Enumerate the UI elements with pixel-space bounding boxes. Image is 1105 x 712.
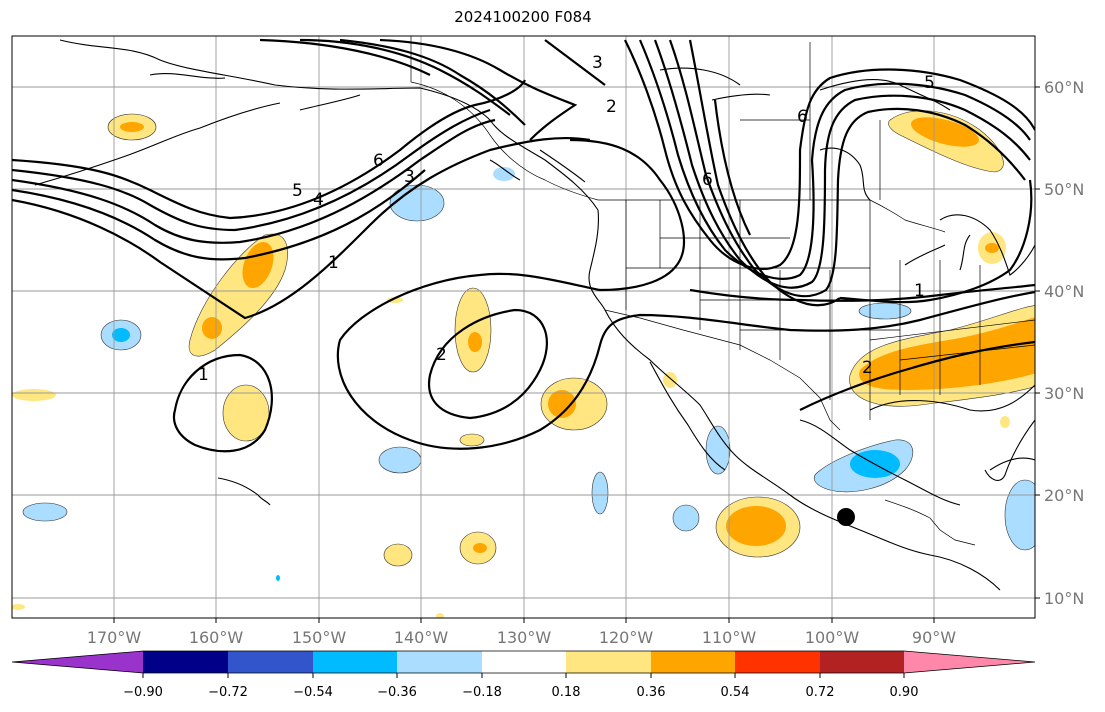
colorbar-label: −0.54 xyxy=(293,685,333,700)
positive-anomaly-shading xyxy=(12,110,1035,618)
contour-label: 2 xyxy=(436,345,447,365)
lat-label: 20°N xyxy=(1044,486,1084,505)
contour-label: 3 xyxy=(592,53,603,73)
colorbar-label: −0.36 xyxy=(377,685,417,700)
lon-label: 150°W xyxy=(292,628,347,647)
lat-label: 60°N xyxy=(1044,78,1084,97)
lon-label: 140°W xyxy=(394,628,449,647)
colorbar-extend-high xyxy=(904,651,1035,673)
height-contours xyxy=(12,38,1035,453)
colorbar-segment xyxy=(397,651,482,673)
contour-label: 5 xyxy=(924,73,935,93)
colorbar-segment xyxy=(820,651,904,673)
contour-value-labels: 3 2 6 5 4 3 6 1 1 2 2 6 5 1 xyxy=(198,53,935,385)
longitude-labels: 170°W 160°W 150°W 140°W 130°W 120°W 110°… xyxy=(87,628,956,647)
lon-label: 160°W xyxy=(189,628,244,647)
contour-label: 5 xyxy=(292,181,303,201)
lat-label: 30°N xyxy=(1044,384,1084,403)
colorbar-label: 0.72 xyxy=(806,685,835,700)
lat-label: 40°N xyxy=(1044,282,1084,301)
colorbar-label: −0.18 xyxy=(462,685,502,700)
colorbar-label: −0.72 xyxy=(208,685,248,700)
lat-label: 10°N xyxy=(1044,589,1084,608)
contour-label: 2 xyxy=(862,358,873,378)
lon-label: 110°W xyxy=(702,628,757,647)
lon-label: 120°W xyxy=(599,628,654,647)
contour-label: 6 xyxy=(373,151,384,171)
contour-label: 1 xyxy=(198,365,209,385)
colorbar-label: 0.90 xyxy=(890,685,919,700)
colorbar-segment xyxy=(651,651,735,673)
contour-label: 6 xyxy=(797,107,808,127)
colorbar-segment xyxy=(566,651,651,673)
colorbar-label: 0.54 xyxy=(721,685,750,700)
colorbar-segment xyxy=(228,651,313,673)
latitude-labels: 60°N 50°N 40°N 30°N 20°N 10°N xyxy=(1044,78,1084,608)
negative-anomaly-shading xyxy=(22,167,1035,581)
colorbar-segment xyxy=(313,651,397,673)
contour-label: 1 xyxy=(914,281,925,301)
colorbar-label: −0.90 xyxy=(123,685,163,700)
lon-label: 90°W xyxy=(912,628,956,647)
colorbar-segment xyxy=(735,651,820,673)
colorbar-extend-low xyxy=(12,651,143,673)
lat-label: 50°N xyxy=(1044,180,1084,199)
map-background xyxy=(12,36,1035,618)
contour-label: 3 xyxy=(404,167,415,187)
contour-label: 6 xyxy=(702,170,713,190)
contour-label: 1 xyxy=(328,253,339,273)
lon-label: 130°W xyxy=(497,628,552,647)
colorbar-segment xyxy=(482,651,566,673)
lon-label: 170°W xyxy=(87,628,142,647)
coastlines xyxy=(34,39,1035,591)
colorbar: −0.90 −0.72 −0.54 −0.36 −0.18 0.18 0.36 … xyxy=(11,650,1036,700)
storm-location-dot xyxy=(837,508,855,526)
axis-ticks xyxy=(113,86,1040,623)
colorbar-label: 0.36 xyxy=(637,685,666,700)
lon-label: 100°W xyxy=(805,628,860,647)
map-title: 2024100200 F084 xyxy=(454,8,592,26)
colorbar-label: 0.18 xyxy=(552,685,581,700)
contour-label: 4 xyxy=(313,190,324,210)
contour-label: 2 xyxy=(606,97,617,117)
colorbar-segment xyxy=(143,651,228,673)
